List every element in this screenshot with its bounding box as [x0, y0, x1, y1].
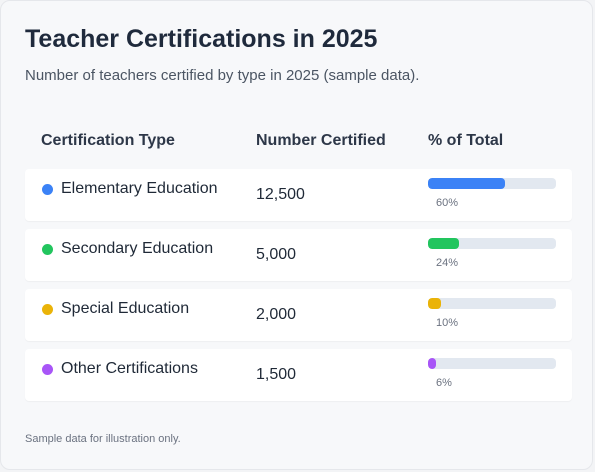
- percent-bar: [428, 298, 441, 309]
- column-header-type: Certification Type: [41, 132, 175, 149]
- legend-dot: [42, 244, 53, 255]
- footnote: Sample data for illustration only.: [25, 433, 181, 445]
- chart-subtitle: Number of teachers certified by type in …: [25, 67, 420, 84]
- certification-type-label: Special Education: [61, 300, 190, 317]
- percent-label: 24%: [436, 257, 459, 269]
- number-certified-value: 2,000: [256, 306, 297, 323]
- table-row: Secondary Education 5,000 24%: [25, 229, 572, 281]
- certification-type-label: Secondary Education: [61, 240, 214, 257]
- percent-bar: [428, 178, 505, 189]
- number-certified-value: 1,500: [256, 366, 297, 383]
- column-header-count: Number Certified: [256, 132, 386, 149]
- chart-title: Teacher Certifications in 2025: [25, 25, 378, 53]
- certification-type-label: Elementary Education: [61, 180, 218, 197]
- percent-bar-track: [428, 298, 556, 309]
- percent-bar-track: [428, 178, 556, 189]
- column-header-percent: % of Total: [428, 132, 504, 149]
- certification-type-label: Other Certifications: [61, 360, 198, 377]
- percent-label: 60%: [436, 197, 459, 209]
- percent-bar-track: [428, 358, 556, 369]
- table-row: Elementary Education 12,500 60%: [25, 169, 572, 221]
- table-row: Other Certifications 1,500 6%: [25, 349, 572, 401]
- number-certified-value: 5,000: [256, 246, 297, 263]
- table-row: Special Education 2,000 10%: [25, 289, 572, 341]
- percent-label: 10%: [436, 317, 459, 329]
- percent-bar: [428, 358, 436, 369]
- legend-dot: [42, 304, 53, 315]
- percent-bar: [428, 238, 459, 249]
- legend-dot: [42, 364, 53, 375]
- percent-bar-track: [428, 238, 556, 249]
- legend-dot: [42, 184, 53, 195]
- number-certified-value: 12,500: [256, 186, 305, 203]
- percent-label: 6%: [436, 377, 452, 389]
